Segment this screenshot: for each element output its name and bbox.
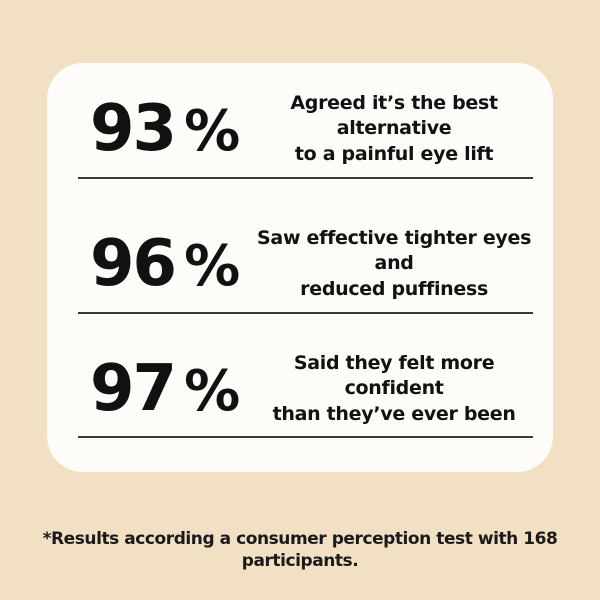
stat-description-line1: Agreed it’s the best alternative [290, 91, 498, 140]
stat-divider [78, 436, 533, 438]
stat-item: 93 % Agreed it’s the best alternative to… [47, 81, 553, 177]
stat-description-line1: Saw effective tighter eyes and [257, 226, 532, 275]
stat-description-line2: reduced puffiness [300, 277, 489, 300]
stat-value: 97 % [90, 352, 240, 426]
stat-unit: % [184, 234, 240, 299]
stat-description: Said they felt more confident than they’… [239, 351, 553, 428]
stat-description-line2: to a painful eye lift [294, 142, 494, 165]
footnote: *Results according a consumer perception… [42, 529, 558, 572]
stat-description: Agreed it’s the best alternative to a pa… [239, 91, 553, 168]
stat-divider [78, 312, 533, 314]
stat-number: 93 [90, 92, 177, 166]
stat-unit: % [184, 99, 240, 164]
stat-row: 93 % Agreed it’s the best alternative to… [47, 81, 553, 177]
stat-unit: % [184, 359, 240, 424]
stat-value: 93 % [90, 92, 240, 166]
statistics-list: 93 % Agreed it’s the best alternative to… [47, 63, 553, 472]
statistics-card: 93 % Agreed it’s the best alternative to… [47, 63, 553, 472]
stat-item: 97 % Said they felt more confident than … [47, 341, 553, 437]
stat-item: 96 % Saw effective tighter eyes and redu… [47, 216, 553, 312]
stat-row: 96 % Saw effective tighter eyes and redu… [47, 216, 553, 312]
stat-description: Saw effective tighter eyes and reduced p… [239, 226, 553, 303]
stat-divider [78, 177, 533, 179]
stat-number: 96 [90, 227, 177, 301]
stat-value: 96 % [90, 227, 240, 301]
stat-description-line2: than they’ve ever been [272, 402, 516, 425]
stat-row: 97 % Said they felt more confident than … [47, 341, 553, 437]
stat-number: 97 [90, 352, 177, 426]
stat-description-line1: Said they felt more confident [293, 351, 495, 400]
